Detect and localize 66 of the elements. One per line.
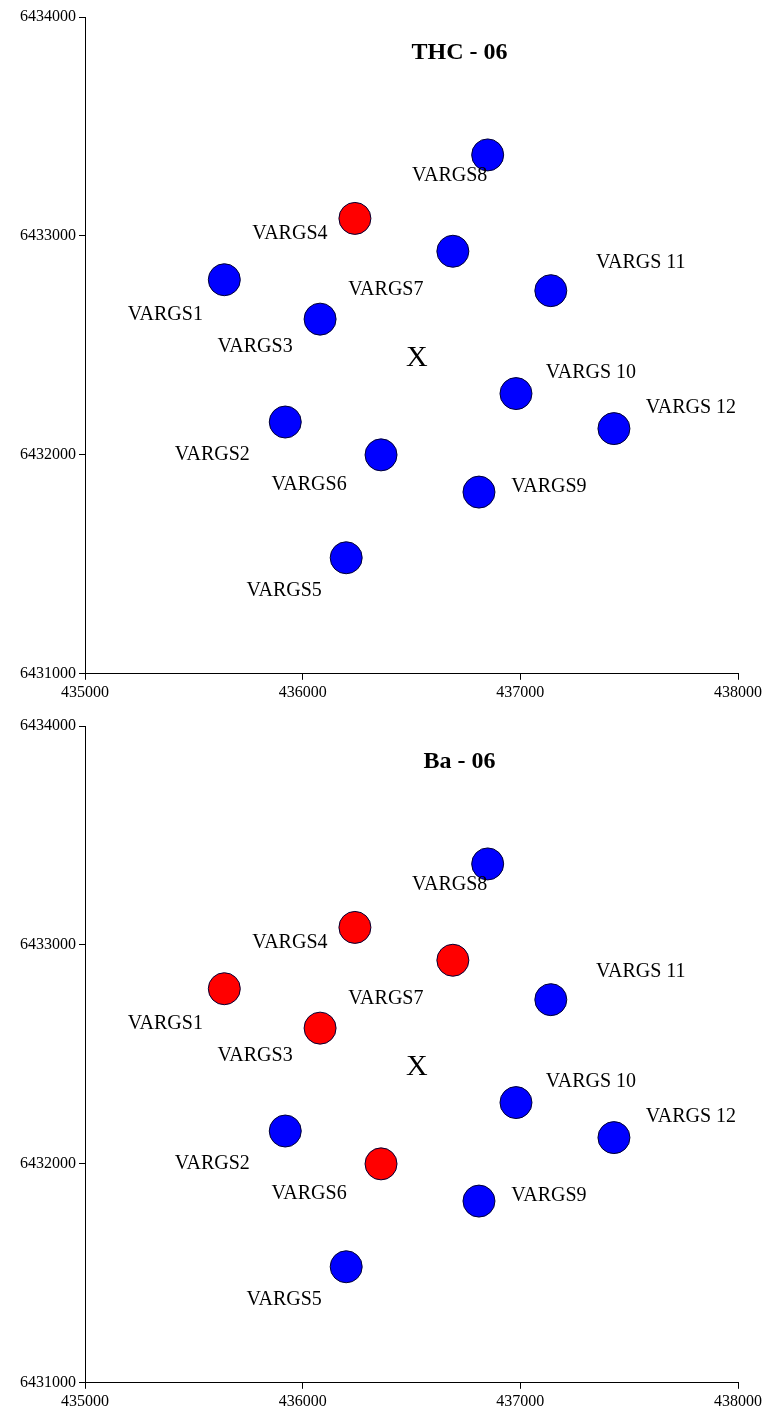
annotation: VARGS9 bbox=[511, 474, 587, 497]
point bbox=[338, 201, 372, 235]
point bbox=[207, 263, 241, 297]
text: Ba - 06 bbox=[423, 747, 496, 774]
annotation: VARGS1 bbox=[127, 301, 203, 324]
annotation: VARGS 11 bbox=[596, 958, 686, 981]
y-tick-label: 6433000 bbox=[20, 935, 76, 953]
annotation: VARGS2 bbox=[174, 1151, 250, 1174]
point bbox=[462, 475, 496, 509]
point bbox=[436, 234, 470, 268]
point bbox=[364, 1147, 398, 1181]
text: THC - 06 bbox=[411, 38, 508, 65]
point bbox=[303, 302, 337, 336]
point bbox=[268, 1114, 302, 1148]
annotation: VARGS8 bbox=[412, 872, 488, 895]
x-tick-label: 438000 bbox=[714, 1391, 762, 1409]
annotation: VARGS4 bbox=[252, 220, 328, 243]
point bbox=[499, 1086, 533, 1120]
y-tick-label: 6431000 bbox=[20, 664, 76, 681]
x-tick-label: 436000 bbox=[278, 1391, 327, 1409]
point bbox=[597, 412, 631, 446]
point bbox=[499, 377, 533, 411]
annotation: VARGS 11 bbox=[596, 249, 686, 272]
annotation: VARGS6 bbox=[271, 1181, 347, 1204]
point bbox=[534, 983, 568, 1017]
x-tick-label: 437000 bbox=[496, 682, 545, 700]
annotation: VARGS5 bbox=[246, 1287, 322, 1310]
y-tick-label: 6432000 bbox=[20, 445, 76, 463]
y-tick-label: 6431000 bbox=[20, 1373, 76, 1390]
y-tick-label: 6434000 bbox=[20, 716, 76, 734]
annotation: VARGS8 bbox=[412, 163, 488, 186]
point bbox=[597, 1121, 631, 1155]
annotation: VARGS 12 bbox=[645, 394, 737, 417]
annotation: VARGS5 bbox=[246, 578, 322, 601]
annotation: VARGS6 bbox=[271, 472, 347, 495]
y-tick-label: 6433000 bbox=[20, 226, 76, 244]
point bbox=[462, 1184, 496, 1218]
point bbox=[338, 910, 372, 944]
x-tick-label: 438000 bbox=[714, 682, 762, 700]
x-tick-label: 435000 bbox=[61, 1391, 109, 1409]
annotation: VARGS7 bbox=[348, 985, 424, 1008]
annotation: VARGS9 bbox=[511, 1183, 587, 1206]
annotation: VARGS 10 bbox=[545, 1068, 637, 1091]
point bbox=[207, 972, 241, 1006]
annotation: VARGS7 bbox=[348, 276, 424, 299]
point bbox=[534, 274, 568, 308]
point bbox=[268, 405, 302, 439]
annotation: VARGS 12 bbox=[645, 1103, 737, 1126]
annotation: VARGS1 bbox=[127, 1010, 203, 1033]
point bbox=[329, 541, 363, 575]
y-tick-label: 6432000 bbox=[20, 1154, 76, 1172]
annotation: X bbox=[405, 1048, 428, 1082]
point bbox=[329, 1250, 363, 1284]
x-tick-label: 436000 bbox=[278, 682, 327, 700]
annotation: VARGS 10 bbox=[545, 359, 637, 382]
annotation: VARGS2 bbox=[174, 442, 250, 465]
point bbox=[436, 943, 470, 977]
annotation: X bbox=[405, 339, 428, 373]
annotation: VARGS3 bbox=[217, 1043, 293, 1066]
annotation: VARGS4 bbox=[252, 929, 328, 952]
y-tick-label: 6434000 bbox=[20, 7, 76, 25]
point bbox=[303, 1011, 337, 1045]
annotation: VARGS3 bbox=[217, 334, 293, 357]
point bbox=[364, 438, 398, 472]
x-tick-label: 435000 bbox=[61, 682, 109, 700]
x-tick-label: 437000 bbox=[496, 1391, 545, 1409]
